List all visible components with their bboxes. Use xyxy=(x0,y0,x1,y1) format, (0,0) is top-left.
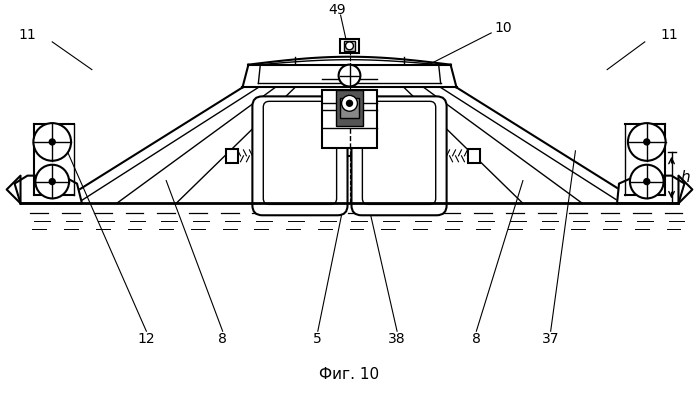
Polygon shape xyxy=(7,176,20,203)
Circle shape xyxy=(630,165,663,199)
Bar xyxy=(322,90,377,148)
Circle shape xyxy=(338,64,361,86)
Bar xyxy=(340,98,359,118)
Circle shape xyxy=(342,96,357,111)
Circle shape xyxy=(34,123,71,161)
Circle shape xyxy=(49,139,55,145)
Text: 38: 38 xyxy=(388,332,406,346)
Circle shape xyxy=(345,42,354,50)
Text: 11: 11 xyxy=(661,28,679,42)
Polygon shape xyxy=(15,176,82,203)
Circle shape xyxy=(36,165,69,199)
Circle shape xyxy=(644,179,650,185)
Text: 8: 8 xyxy=(472,332,481,346)
Polygon shape xyxy=(679,176,692,203)
Text: 11: 11 xyxy=(19,28,36,42)
Bar xyxy=(343,41,356,51)
Text: 49: 49 xyxy=(329,3,347,17)
Text: 10: 10 xyxy=(494,21,512,35)
Bar xyxy=(226,149,238,163)
Bar xyxy=(336,90,363,126)
Circle shape xyxy=(347,100,352,106)
Text: 12: 12 xyxy=(138,332,155,346)
FancyBboxPatch shape xyxy=(352,96,447,215)
Bar xyxy=(468,149,480,163)
FancyBboxPatch shape xyxy=(252,96,347,215)
Circle shape xyxy=(49,179,55,185)
Text: 8: 8 xyxy=(218,332,227,346)
Text: 5: 5 xyxy=(313,332,322,346)
Text: Фиг. 10: Фиг. 10 xyxy=(319,367,380,382)
Polygon shape xyxy=(617,176,684,203)
Circle shape xyxy=(644,139,650,145)
Text: h: h xyxy=(680,170,690,185)
Circle shape xyxy=(628,123,665,161)
Bar xyxy=(340,39,359,53)
Text: 37: 37 xyxy=(542,332,559,346)
